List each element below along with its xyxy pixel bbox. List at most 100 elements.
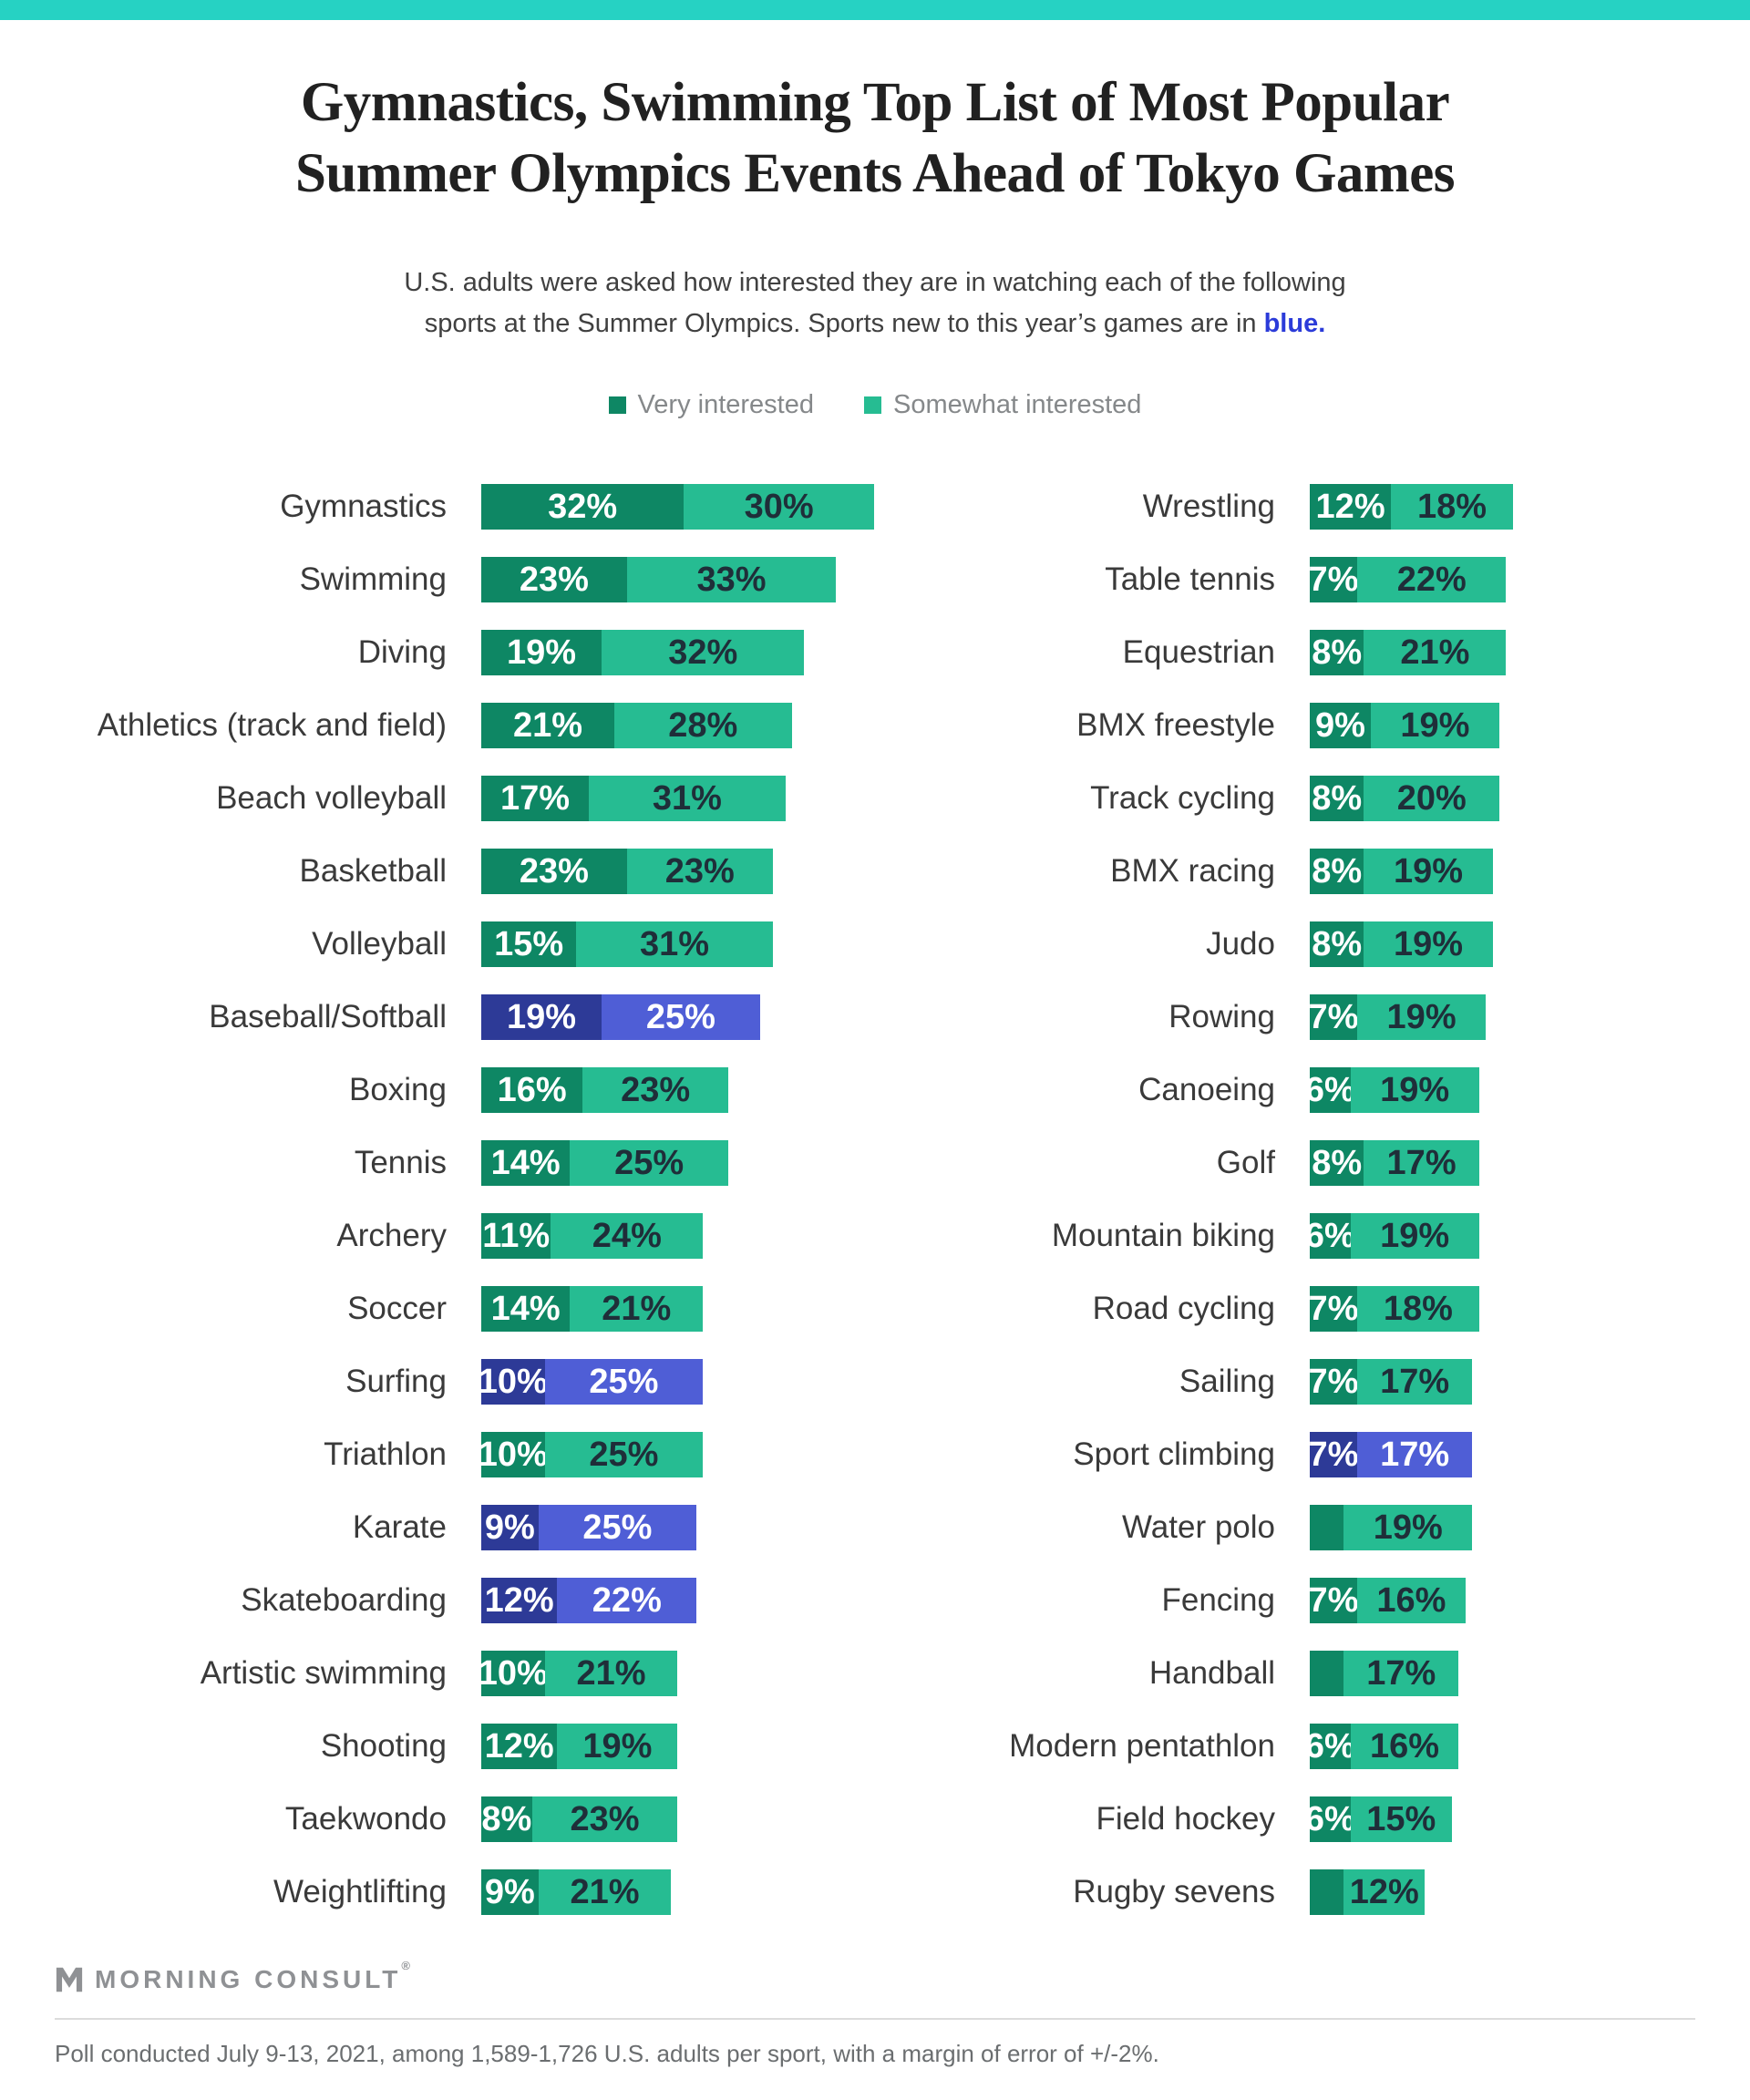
- row-label: Field hockey: [1096, 1801, 1275, 1837]
- somewhat-value: 32%: [668, 633, 738, 672]
- row-label: Equestrian: [1122, 634, 1275, 670]
- very-value: 9%: [1314, 705, 1365, 745]
- legend-item-somewhat: Somewhat interested: [864, 390, 1141, 420]
- stacked-bar: 12% 19%: [481, 1724, 678, 1769]
- chart-row: Golf 8% 17%: [921, 1127, 1513, 1199]
- row-label: Road cycling: [1092, 1291, 1275, 1326]
- very-value: 12%: [1315, 487, 1385, 526]
- very-interested-segment: [1310, 1869, 1344, 1915]
- somewhat-value: 19%: [1380, 1216, 1450, 1255]
- stacked-bar: 19%: [1310, 1505, 1473, 1550]
- very-interested-segment: 8%: [1310, 630, 1364, 675]
- very-interested-segment: 14%: [481, 1140, 571, 1186]
- very-interested-segment: 6%: [1305, 1796, 1355, 1842]
- chart-row: Soccer 14% 21%: [0, 1272, 874, 1345]
- very-value: 12%: [484, 1580, 554, 1620]
- very-interested-segment: 6%: [1305, 1724, 1355, 1769]
- somewhat-interested-segment: 23%: [531, 1796, 678, 1842]
- chart-row: Rugby sevens 12%: [921, 1856, 1513, 1929]
- legend-somewhat-label: Somewhat interested: [893, 390, 1142, 419]
- somewhat-value: 30%: [744, 487, 814, 526]
- title-line1: Gymnastics, Swimming Top List of Most Po…: [300, 72, 1450, 133]
- chart-row: Boxing 16% 23%: [0, 1054, 874, 1127]
- very-value: 7%: [1308, 1435, 1359, 1474]
- chart-row: Field hockey 6% 15%: [921, 1783, 1513, 1856]
- chart-row: Karate 9% 25%: [0, 1491, 874, 1564]
- row-label: Boxing: [348, 1072, 447, 1107]
- stacked-bar: 7% 22%: [1309, 557, 1507, 602]
- very-interested-segment: 9%: [1310, 703, 1371, 748]
- row-label: Sport climbing: [1073, 1436, 1275, 1472]
- row-label: Wrestling: [1142, 489, 1275, 524]
- somewhat-value: 19%: [1386, 997, 1457, 1036]
- row-label: Volleyball: [312, 926, 447, 962]
- chart-row: Handball 17%: [921, 1637, 1513, 1710]
- somewhat-value: 24%: [592, 1216, 662, 1255]
- legend-very-label: Very interested: [637, 390, 814, 419]
- chart-row: Table tennis 7% 22%: [921, 543, 1513, 616]
- very-interested-segment: 16%: [481, 1067, 583, 1113]
- chart-row: Diving 19% 32%: [0, 616, 874, 689]
- somewhat-interested-segment: 19%: [1370, 703, 1500, 748]
- very-value: 14%: [490, 1143, 561, 1182]
- chart-row: Swimming 23% 33%: [0, 543, 874, 616]
- very-value: 6%: [1304, 1799, 1355, 1838]
- very-value: 8%: [1312, 851, 1363, 890]
- stacked-bar: 10% 25%: [479, 1432, 704, 1477]
- row-label: Karate: [352, 1509, 447, 1545]
- registered-mark: ®: [401, 1958, 410, 1972]
- somewhat-interested-segment: 25%: [544, 1359, 704, 1405]
- chart-column-right: Wrestling 12% 18% Table tennis 7% 22% Equestri…: [921, 470, 1513, 1929]
- somewhat-value: 25%: [589, 1435, 659, 1474]
- very-interested-segment: 14%: [481, 1286, 571, 1332]
- row-label: Archery: [336, 1218, 447, 1253]
- somewhat-interested-segment: 24%: [551, 1213, 704, 1259]
- chart-row: Surfing 10% 25%: [0, 1345, 874, 1418]
- row-label: Surfing: [345, 1364, 447, 1399]
- somewhat-value: 21%: [576, 1653, 646, 1693]
- somewhat-value: 25%: [589, 1362, 659, 1401]
- stacked-bar: 14% 21%: [481, 1286, 704, 1332]
- chart-row: Water polo 19%: [921, 1491, 1513, 1564]
- somewhat-value: 19%: [1373, 1508, 1443, 1547]
- somewhat-interested-segment: 15%: [1350, 1796, 1453, 1842]
- very-interested-segment: [1310, 1505, 1344, 1550]
- very-interested-segment: 19%: [481, 994, 602, 1040]
- page-title: Gymnastics, Swimming Top List of Most Po…: [0, 67, 1750, 210]
- subtitle: U.S. adults were asked how interested th…: [0, 262, 1750, 345]
- very-value: 8%: [481, 1799, 532, 1838]
- somewhat-value: 31%: [639, 924, 709, 963]
- chart-row: Volleyball 15% 31%: [0, 908, 874, 981]
- somewhat-interested-segment: 25%: [544, 1432, 704, 1477]
- row-label: Swimming: [299, 561, 447, 597]
- very-interested-segment: 8%: [1310, 921, 1364, 967]
- very-interested-segment: 12%: [481, 1724, 558, 1769]
- somewhat-interested-segment: 17%: [1357, 1359, 1473, 1405]
- row-label: Taekwondo: [284, 1801, 447, 1837]
- somewhat-interested-segment: 19%: [1364, 921, 1493, 967]
- chart-row: Canoeing 6% 19%: [921, 1054, 1513, 1127]
- very-interested-segment: [1310, 1651, 1344, 1696]
- very-value: 10%: [478, 1362, 548, 1401]
- title-line2: Summer Olympics Events Ahead of Tokyo Ga…: [294, 143, 1456, 204]
- very-interested-swatch-icon: [608, 396, 626, 414]
- chart-row: Equestrian 8% 21%: [921, 616, 1513, 689]
- somewhat-value: 16%: [1369, 1726, 1440, 1765]
- somewhat-interested-segment: 31%: [576, 921, 773, 967]
- somewhat-value: 21%: [570, 1872, 640, 1911]
- somewhat-interested-segment: 22%: [557, 1578, 697, 1623]
- stacked-bar: 19% 32%: [481, 630, 805, 675]
- very-interested-segment: 9%: [481, 1505, 539, 1550]
- row-label: Mountain biking: [1051, 1218, 1275, 1253]
- stacked-bar: 7% 17%: [1308, 1432, 1473, 1477]
- row-label: Diving: [357, 634, 447, 670]
- somewhat-value: 17%: [1380, 1362, 1450, 1401]
- stacked-bar: 8% 19%: [1310, 921, 1493, 967]
- somewhat-value: 19%: [1400, 705, 1470, 745]
- very-interested-segment: 32%: [481, 484, 685, 530]
- somewhat-value: 22%: [592, 1580, 662, 1620]
- somewhat-value: 25%: [645, 997, 715, 1036]
- chart-row: Athletics (track and field) 21% 28%: [0, 689, 874, 762]
- somewhat-value: 33%: [696, 560, 767, 599]
- chart-row: Modern pentathlon 6% 16%: [921, 1710, 1513, 1783]
